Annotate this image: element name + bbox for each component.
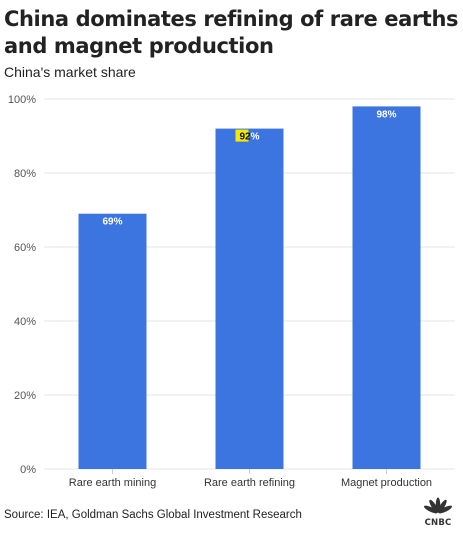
x-tick-label: Magnet production: [341, 477, 432, 489]
x-tick-label: Rare earth mining: [69, 477, 156, 489]
chart-subtitle: China's market share: [4, 64, 136, 80]
value-labels: 69% 92% 98%: [102, 109, 396, 227]
y-tick-label: 100%: [8, 94, 36, 106]
bar: [215, 128, 284, 469]
y-tick-label: 80%: [14, 168, 36, 180]
value-label: 92%: [239, 132, 259, 143]
bars: [78, 106, 421, 470]
x-axis-ticks: Rare earth mining Rare earth refining Magn…: [69, 469, 432, 489]
x-tick-label: Rare earth refining: [204, 477, 295, 489]
y-tick-label: 0%: [20, 464, 36, 476]
value-label: 98%: [376, 109, 396, 120]
value-label: 69%: [102, 217, 122, 228]
chart-title: China dominates refining of rare earths …: [4, 7, 459, 58]
cnbc-logo: CNBC: [418, 496, 458, 528]
source-note: Source: IEA, Goldman Sachs Global Invest…: [4, 509, 302, 521]
label-highlight: [235, 129, 249, 142]
y-axis-ticks: 0% 20% 40% 60% 80% 100%: [8, 94, 36, 476]
peacock-icon: [423, 497, 453, 514]
bar: [78, 213, 147, 469]
y-tick-label: 40%: [14, 316, 36, 328]
logo-wordmark: CNBC: [424, 518, 452, 528]
y-tick-label: 60%: [14, 242, 36, 254]
y-tick-label: 20%: [14, 390, 36, 402]
bar-chart: 0% 20% 40% 60% 80% 100% 69% 92% 98% Rare earth …: [8, 94, 455, 489]
bar: [352, 106, 421, 470]
